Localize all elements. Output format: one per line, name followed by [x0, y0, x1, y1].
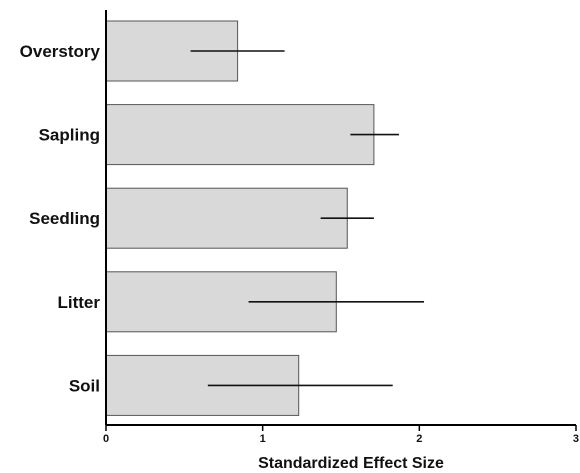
x-axis-title: Standardized Effect Size — [258, 455, 444, 472]
category-label-sapling: Sapling — [39, 126, 100, 145]
category-label-litter: Litter — [58, 293, 101, 312]
category-label-soil: Soil — [69, 376, 100, 395]
bar-sapling — [105, 104, 375, 166]
category-label-overstory: Overstory — [20, 42, 101, 61]
x-tick-label-2: 2 — [416, 433, 422, 445]
x-tick-label-1: 1 — [260, 433, 266, 445]
bar-seedling — [105, 187, 348, 249]
category-label-seedling: Seedling — [29, 209, 100, 228]
category-labels-group: Overstory Sapling Seedling Litter Soil — [20, 42, 101, 395]
x-tick-label-3: 3 — [573, 433, 579, 445]
x-ticks-group: 0 1 2 3 — [103, 425, 579, 445]
bars-group — [105, 20, 375, 416]
x-tick-label-0: 0 — [103, 433, 109, 445]
error-bars-group — [190, 50, 425, 387]
